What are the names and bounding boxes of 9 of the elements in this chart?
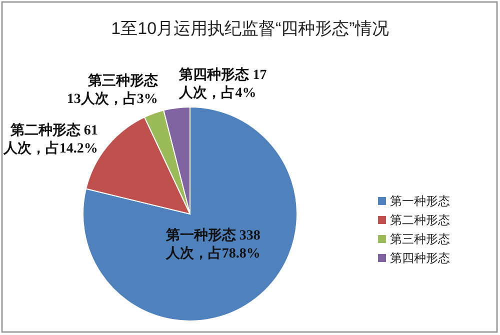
data-label: 第一种形态 338 人次，占78.8%	[164, 227, 260, 262]
legend-label: 第三种形态	[390, 232, 450, 246]
data-label: 第二种形态 61 人次，占14.2%	[2, 122, 98, 157]
legend-label: 第四种形态	[390, 251, 450, 265]
data-label: 第三种形态 13人次，占3%	[66, 72, 158, 107]
data-label: 第四种形态 17 人次，占4%	[178, 66, 267, 101]
chart-title: 1至10月运用执纪监督“四种形态”情况	[111, 19, 389, 38]
legend-label: 第二种形态	[390, 213, 450, 227]
legend-label: 第一种形态	[390, 194, 450, 208]
